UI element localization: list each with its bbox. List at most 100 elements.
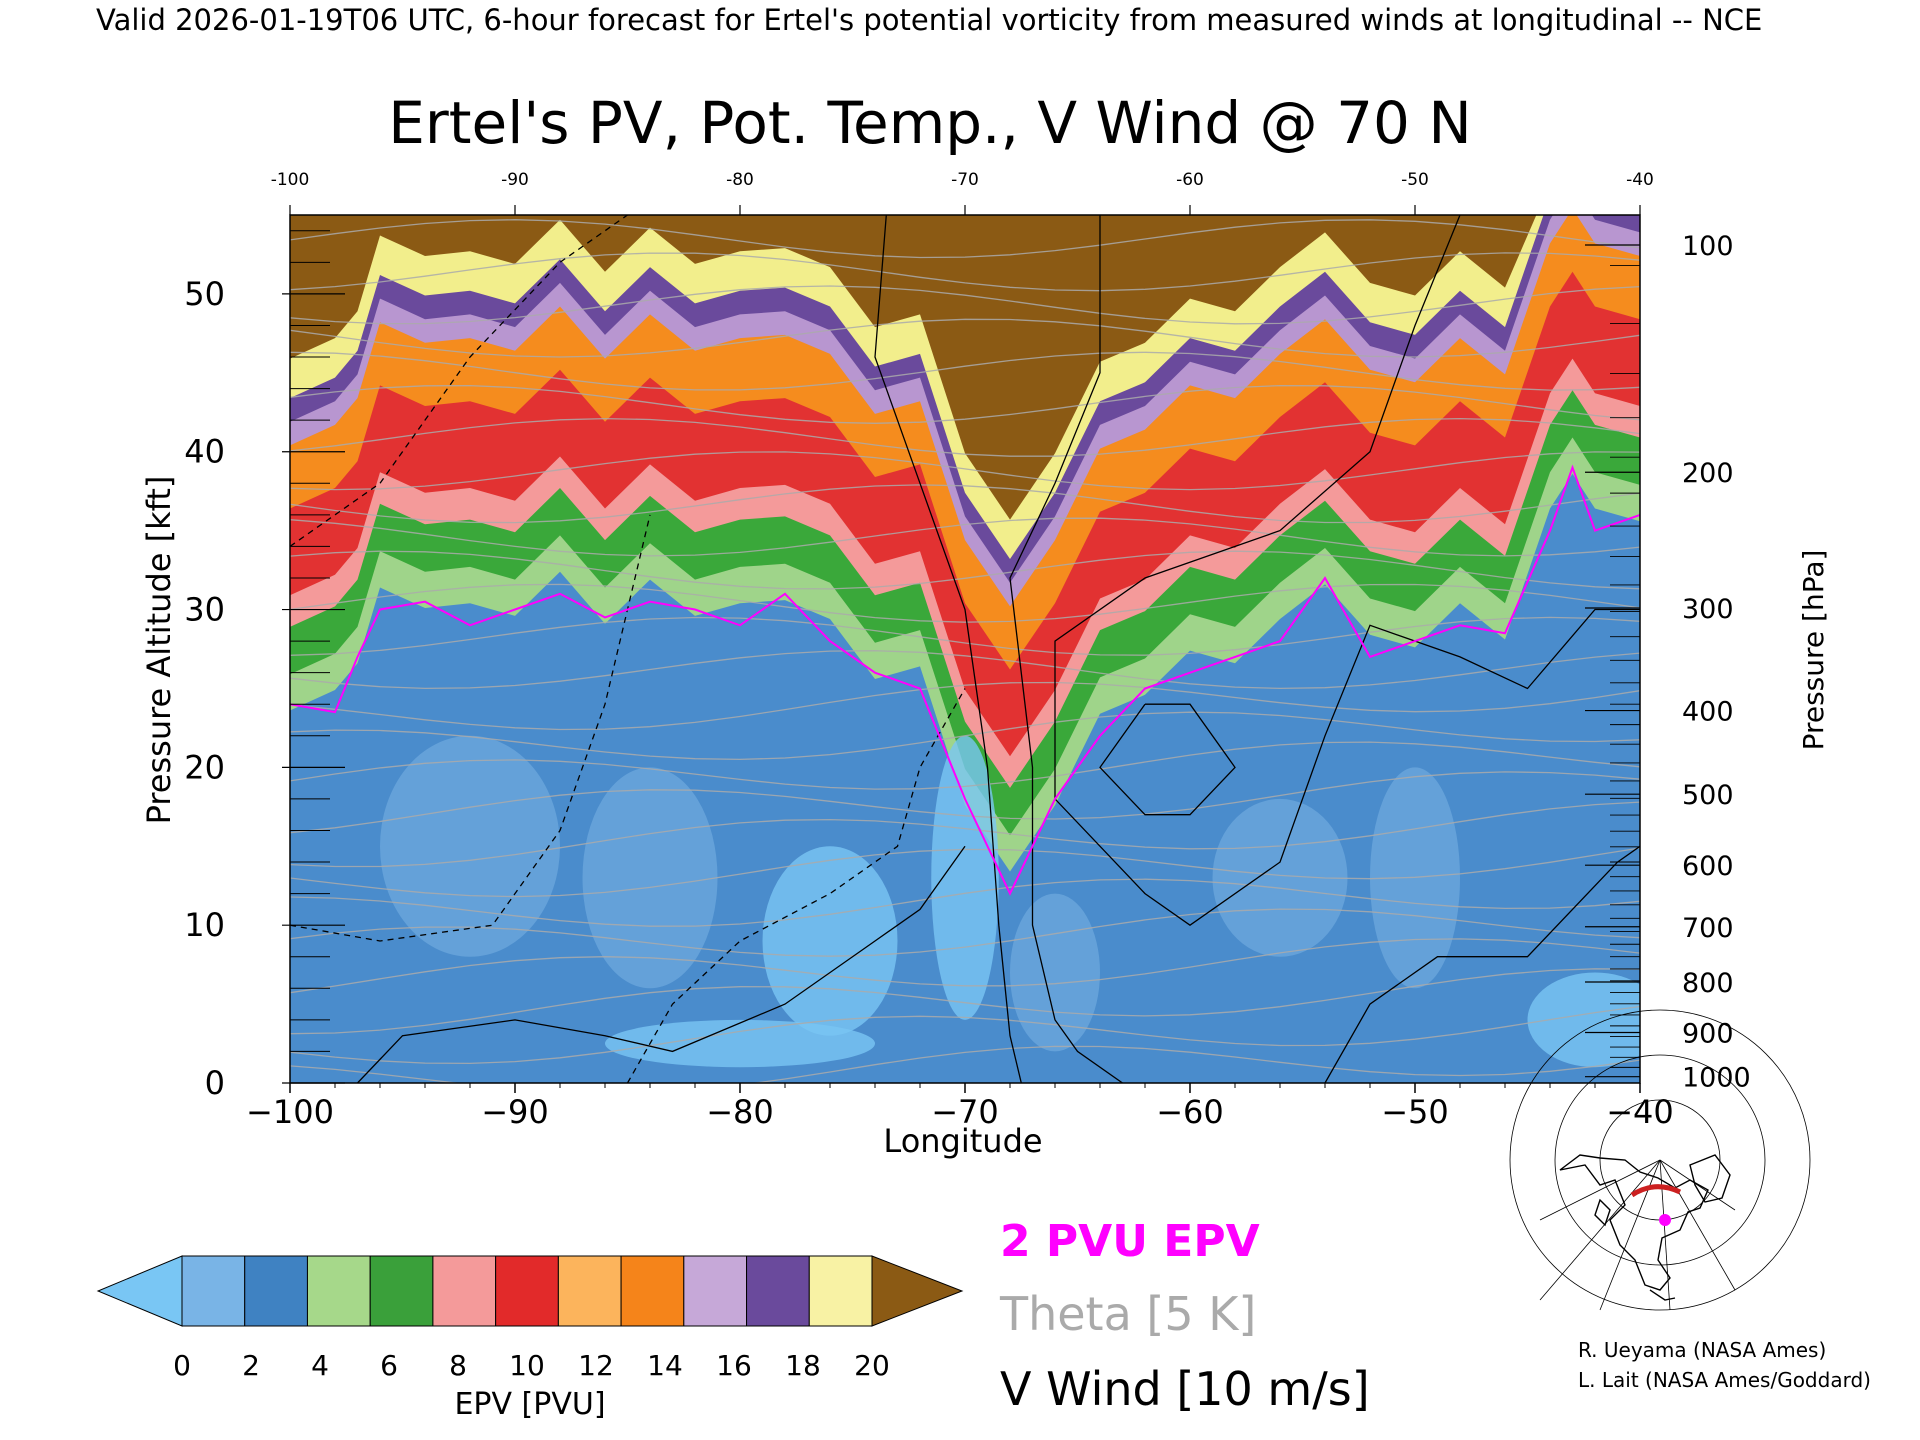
- theta-line-20: [290, 384, 1640, 424]
- wind-contour-0: [874, 215, 1022, 1083]
- theta-line-24: [290, 252, 1640, 292]
- colorbar-segment-0: [181, 1255, 246, 1327]
- wind-contour-4: [626, 688, 966, 1083]
- colorbar-tick-label-2: 4: [311, 1349, 329, 1382]
- wind-contour-6: [290, 215, 628, 547]
- theta-line-4: [290, 908, 1640, 957]
- x-axis-label: Longitude: [883, 1122, 1042, 1160]
- x-tick-label-1: −90: [481, 1093, 549, 1131]
- low-pv-patch-4: [1010, 893, 1100, 1052]
- low-pv-patch-2: [762, 846, 898, 1036]
- theta-line-13: [290, 616, 1640, 656]
- top-x-axis: -100 -90 -80 -70 -60 -50 -40: [271, 170, 1654, 215]
- colorbar-tick-label-7: 14: [647, 1349, 683, 1382]
- theta-line-17: [290, 484, 1640, 524]
- colorbar-segment-4: [432, 1255, 497, 1327]
- low-pv-patch-7: [605, 1019, 875, 1068]
- theta-line-9: [290, 741, 1640, 790]
- legend-theta: Theta [5 K]: [999, 1287, 1256, 1341]
- wind-contour-2: [1054, 215, 1640, 926]
- colorbar-tick-label-3: 6: [380, 1349, 398, 1382]
- pressure-tick-label-6: 700: [1682, 913, 1734, 944]
- y-tick-label-3: 30: [184, 591, 225, 629]
- theta-line-21: [290, 351, 1640, 391]
- theta-line-7: [290, 801, 1640, 868]
- colorbar-tick-label-8: 16: [716, 1349, 752, 1382]
- colorbar-tick-label-0: 0: [173, 1349, 191, 1382]
- colorbar-over-arrow: [871, 1255, 964, 1327]
- colorbar-segment-2: [306, 1255, 371, 1327]
- low-pv-patch-8: [1527, 972, 1640, 1068]
- x-tick-label-2: −80: [706, 1093, 774, 1131]
- pressure-tick-label-7: 800: [1682, 968, 1734, 999]
- top-x-tick-label-1: -90: [501, 170, 529, 190]
- x-tick-label-5: −50: [1381, 1093, 1449, 1131]
- y-tick-label-5: 50: [184, 275, 225, 313]
- theta-line-2: [290, 968, 1640, 1035]
- theta-line-6: [290, 847, 1640, 898]
- x-tick-label-6: −40: [1606, 1093, 1674, 1131]
- top-x-tick-label-2: -80: [726, 170, 754, 190]
- colorbar-segment-9: [746, 1255, 810, 1327]
- theta-line-11: [290, 681, 1640, 731]
- colorbar-tick-label-10: 20: [854, 1349, 890, 1382]
- x-axis: −100 −90 −80 −70 −60 −50 −40: [246, 1083, 1674, 1131]
- legend-wind: V Wind [10 m/s]: [1000, 1362, 1370, 1416]
- top-x-tick-label-3: -70: [951, 170, 979, 190]
- pressure-axis: 100 200 300 400 500 600 700 800 900 1000: [1585, 231, 1751, 1094]
- locator-map: [1509, 1009, 1811, 1311]
- pressure-tick-label-3: 400: [1682, 697, 1734, 728]
- credit-line-2: L. Lait (NASA Ames/Goddard): [1578, 1368, 1871, 1392]
- wind-contour-1: [1009, 215, 1123, 1083]
- colorbar-segment-3: [369, 1255, 434, 1327]
- top-x-tick-label-5: -50: [1401, 170, 1429, 190]
- pressure-tick-label-0: 100: [1682, 231, 1734, 262]
- theta-line-18: [290, 451, 1640, 491]
- wind-contour-7: [1324, 845, 1640, 1083]
- theta-line-10: [290, 711, 1640, 761]
- y-axis-label: Pressure Altitude [kft]: [140, 476, 178, 825]
- theta-line-5: [290, 878, 1640, 927]
- theta-line-0: [290, 1045, 1640, 1083]
- top-x-tick-label-4: -60: [1176, 170, 1204, 190]
- pressure-axis-label: Pressure [hPa]: [1797, 550, 1830, 751]
- theta-line-8: [290, 771, 1640, 834]
- top-x-tick-label-0: -100: [271, 170, 310, 190]
- wind-contour-8: [1099, 703, 1236, 816]
- colorbar-segment-8: [683, 1255, 748, 1327]
- colorbar-under-arrow: [96, 1255, 183, 1327]
- colorbar-tick-label-6: 12: [578, 1349, 614, 1382]
- theta-line-14: [290, 583, 1640, 623]
- theta-line-1: [290, 1005, 1640, 1065]
- pressure-tick-label-4: 500: [1682, 780, 1734, 811]
- credit-line-1: R. Ueyama (NASA Ames): [1578, 1338, 1826, 1362]
- colorbar-tick-label-1: 2: [242, 1349, 260, 1382]
- theta-line-15: [290, 550, 1640, 590]
- pressure-tick-label-1: 200: [1682, 458, 1734, 489]
- theta-line-23: [290, 285, 1640, 325]
- colorbar: 0 2 4 6 8 10 12 14 16 18 20: [96, 1255, 964, 1382]
- valid-line: Valid 2026-01-19T06 UTC, 6-hour forecast…: [96, 3, 1762, 37]
- x-tick-label-0: −100: [246, 1093, 334, 1131]
- x-tick-label-4: −60: [1156, 1093, 1224, 1131]
- colorbar-segment-7: [620, 1255, 685, 1327]
- layer-brown: [290, 215, 1537, 520]
- colorbar-segment-1: [244, 1255, 308, 1327]
- theta-contours: [290, 219, 1640, 1083]
- theta-line-16: [290, 517, 1640, 557]
- chart-title: Ertel's PV, Pot. Temp., V Wind @ 70 N: [388, 89, 1471, 157]
- legend-pv: 2 PVU EPV: [1000, 1216, 1260, 1267]
- colorbar-segment-6: [557, 1255, 622, 1327]
- y-axis: 0 10 20 30 40 50: [184, 230, 345, 1102]
- pv2-boundary-line: [290, 464, 1640, 896]
- colorbar-segment-10: [808, 1255, 873, 1327]
- colorbar-tick-label-4: 8: [449, 1349, 467, 1382]
- pressure-tick-label-9: 1000: [1682, 1063, 1751, 1094]
- theta-line-25: [290, 219, 1640, 259]
- low-pv-patch-0: [380, 735, 560, 957]
- top-x-tick-label-6: -40: [1626, 170, 1654, 190]
- x-tick-label-3: −70: [931, 1093, 999, 1131]
- theta-line-19: [290, 417, 1640, 457]
- theta-line-3: [290, 938, 1640, 994]
